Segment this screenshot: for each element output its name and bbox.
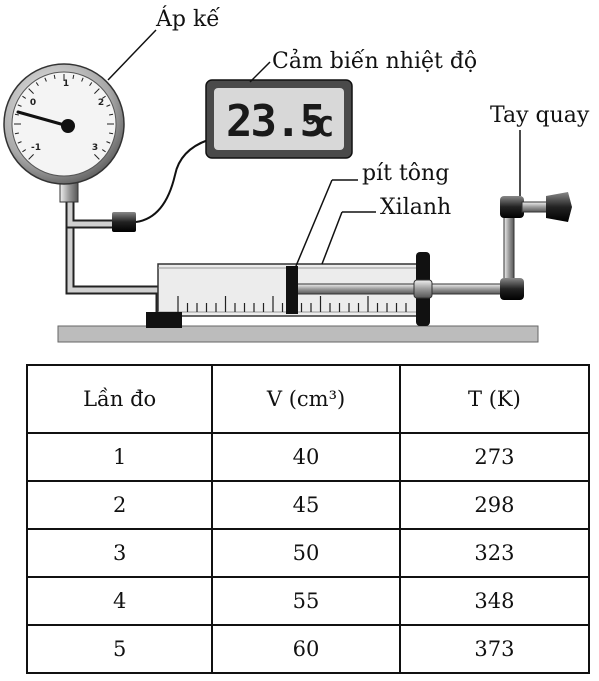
gauge-tick-label: 2	[98, 98, 104, 108]
gauge-tick	[17, 141, 22, 144]
piston-leader-line	[295, 179, 333, 267]
header-measurement: Lần đo	[25, 364, 214, 434]
cell-measurement: 3	[25, 528, 214, 578]
cell-volume: 45	[211, 480, 401, 530]
sensor-reading-value: 23.5	[226, 96, 324, 147]
table-row: 5 60 373	[25, 624, 591, 674]
gauge-tick	[101, 149, 106, 153]
gauge-tick	[109, 113, 114, 116]
cell-measurement: 5	[25, 624, 214, 674]
pressure-gauge-label: Áp kế	[155, 5, 220, 32]
cylinder-label: Xilanh	[380, 195, 451, 220]
gauge-leader-line	[107, 29, 157, 81]
cell-temperature: 348	[398, 576, 591, 626]
temp-sensor-label: Cảm biến nhiệt độ	[272, 48, 477, 74]
sensor-wire	[135, 139, 209, 223]
crank-label: Tay quay	[490, 103, 590, 128]
gauge-tick	[106, 104, 111, 107]
gauge-tick	[17, 104, 22, 107]
piston	[286, 266, 298, 314]
gauge-tick-label: 0	[30, 98, 36, 108]
gauge-tick	[28, 154, 34, 160]
header-temperature: T (K)	[398, 364, 591, 434]
gauge-tick	[14, 113, 19, 116]
cell-measurement: 4	[25, 576, 214, 626]
temperature-sensor: 23.5 °C	[205, 79, 353, 159]
cell-volume: 60	[211, 624, 401, 674]
pressure-gauge: -1 0 1 2 3	[3, 63, 125, 203]
gauge-tick	[94, 88, 100, 94]
table-row: 4 55 348	[25, 576, 591, 626]
cell-temperature: 323	[398, 528, 591, 578]
cell-volume: 50	[211, 528, 401, 578]
plunger-rod	[295, 283, 517, 295]
gauge-tick	[106, 141, 111, 144]
sensor-leader-line	[249, 61, 271, 83]
gauge-tick	[109, 132, 114, 135]
gauge-tick	[14, 132, 19, 135]
gauge-needle	[16, 110, 70, 128]
gauge-tick-label: 1	[63, 79, 69, 89]
cell-measurement: 2	[25, 480, 214, 530]
gauge-tick	[53, 74, 56, 79]
table-header-row: Lần đo V (cm³) T (K)	[25, 364, 591, 434]
table-row: 2 45 298	[25, 480, 591, 530]
gauge-tick-label: -1	[31, 143, 41, 153]
rod-collar	[413, 279, 433, 299]
gauge-tick-label: 3	[92, 143, 98, 153]
gauge-tick	[94, 154, 100, 160]
gauge-tick	[72, 74, 75, 79]
gauge-tick	[101, 95, 106, 99]
table-row: 1 40 273	[25, 432, 591, 482]
sensor-connector	[112, 212, 136, 232]
gauge-tick	[28, 88, 34, 94]
cell-temperature: 373	[398, 624, 591, 674]
sensor-reading-unit: °C	[302, 110, 332, 143]
table-row: 3 50 323	[25, 528, 591, 578]
gauge-tick	[81, 77, 84, 82]
crank	[500, 192, 572, 300]
base-plate	[57, 325, 539, 343]
measurement-table: Lần đo V (cm³) T (K) 1 40 273 2 45 298 3…	[25, 364, 591, 674]
gauge-tick	[22, 95, 27, 99]
cell-measurement: 1	[25, 432, 214, 482]
cell-volume: 55	[211, 576, 401, 626]
gauge-tick	[35, 82, 39, 87]
experiment-diagram: -1 0 1 2 3 Áp kế 23.5 °C Cảm biến nhiệt …	[3, 5, 590, 343]
cylinder	[146, 263, 421, 328]
cell-temperature: 298	[398, 480, 591, 530]
cell-temperature: 273	[398, 432, 591, 482]
piston-label: pít tông	[362, 161, 449, 186]
gauge-tick	[22, 149, 27, 153]
cell-volume: 40	[211, 432, 401, 482]
cylinder-leader-line	[321, 211, 343, 265]
gauge-tick	[44, 77, 47, 82]
header-volume: V (cm³)	[211, 364, 401, 434]
gauge-tick	[89, 82, 93, 87]
